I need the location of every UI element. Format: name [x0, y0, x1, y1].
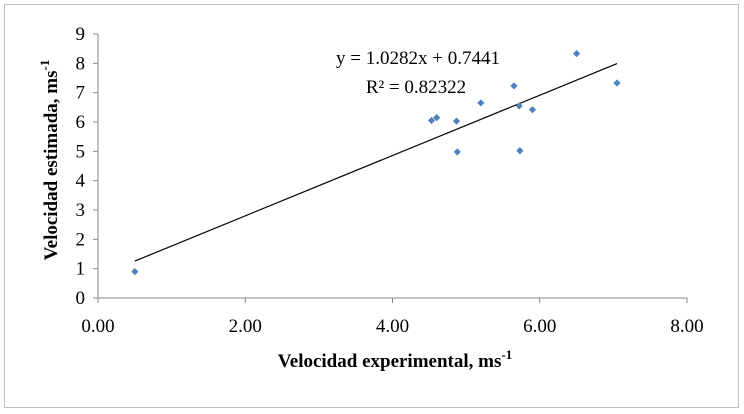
- data-point: [516, 147, 524, 155]
- x-axis-title: Velocidad experimental, ms-1: [278, 347, 512, 372]
- y-tick-label: 4: [76, 171, 86, 192]
- x-tick-label: 8.00: [670, 316, 703, 337]
- data-point: [453, 148, 461, 156]
- x-tick-label: 2.00: [229, 316, 262, 337]
- data-point: [515, 102, 523, 110]
- y-tick-label: 2: [76, 229, 86, 250]
- y-axis: 0 1 2 3 4 5 6 7 8 9: [76, 24, 99, 309]
- x-axis: 0.00 2.00 4.00 6.00 8.00: [81, 297, 704, 337]
- y-tick-label: 5: [76, 141, 86, 162]
- y-tick-label: 8: [76, 53, 86, 74]
- y-tick-label: 9: [76, 24, 86, 45]
- x-tick-label: 0.00: [81, 316, 114, 337]
- y-tick-label: 0: [76, 288, 86, 309]
- y-tick-label: 1: [76, 259, 86, 280]
- data-points: [131, 50, 621, 276]
- chart-frame: [4, 4, 739, 408]
- data-point: [477, 99, 485, 107]
- trendline: [134, 62, 618, 262]
- y-tick-label: 6: [76, 112, 86, 133]
- data-point: [452, 117, 461, 125]
- trendline-equation: y = 1.0282x + 0.7441: [336, 48, 500, 69]
- data-point: [528, 106, 536, 114]
- data-point: [433, 114, 441, 122]
- x-tick-label: 6.00: [523, 316, 556, 337]
- data-point: [613, 79, 621, 87]
- data-point: [131, 268, 139, 276]
- y-axis-title: Velocidad estimada, ms-1: [37, 60, 62, 261]
- y-tick-label: 7: [76, 83, 86, 104]
- r-squared-label: R² = 0.82322: [366, 77, 466, 98]
- x-tick-label: 4.00: [376, 316, 409, 337]
- data-point: [510, 82, 518, 90]
- y-tick-label: 3: [76, 200, 86, 221]
- data-point: [427, 116, 436, 125]
- data-point: [572, 50, 581, 58]
